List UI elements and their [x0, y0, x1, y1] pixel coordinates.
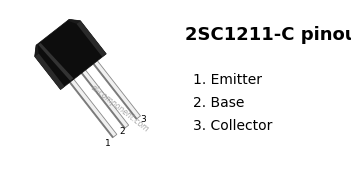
Text: el-component.com: el-component.com: [89, 82, 151, 134]
Polygon shape: [67, 76, 117, 138]
Polygon shape: [38, 43, 73, 81]
Text: 2. Base: 2. Base: [193, 96, 244, 110]
Polygon shape: [35, 53, 65, 90]
Text: 3. Collector: 3. Collector: [193, 119, 272, 133]
Text: 1. Emitter: 1. Emitter: [193, 73, 262, 87]
Polygon shape: [91, 60, 137, 119]
Text: 2: 2: [120, 127, 125, 136]
Polygon shape: [35, 44, 39, 56]
Polygon shape: [79, 69, 126, 128]
Polygon shape: [79, 67, 129, 128]
Text: 1: 1: [105, 139, 111, 148]
Polygon shape: [35, 19, 106, 90]
Polygon shape: [67, 78, 114, 138]
Text: 2SC1211-C pinout: 2SC1211-C pinout: [185, 26, 351, 44]
Polygon shape: [77, 21, 106, 57]
Polygon shape: [91, 58, 140, 119]
Polygon shape: [68, 19, 80, 24]
Text: 3: 3: [140, 115, 146, 124]
